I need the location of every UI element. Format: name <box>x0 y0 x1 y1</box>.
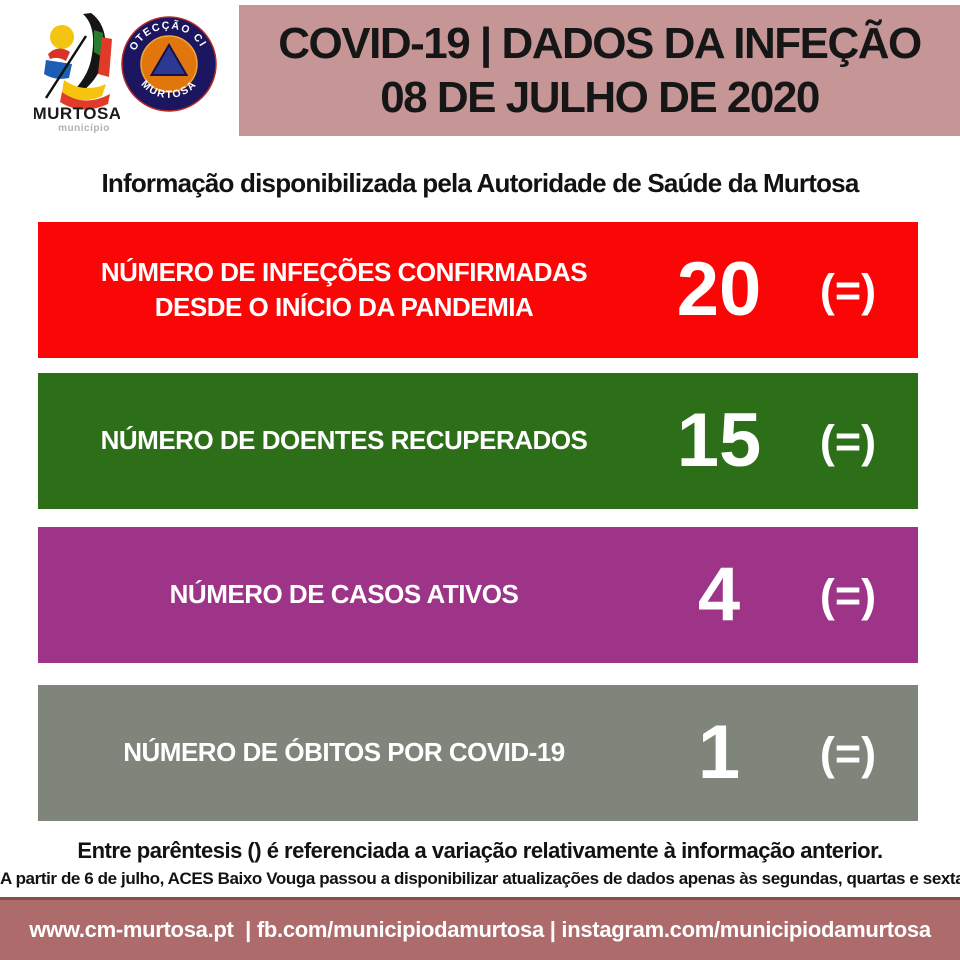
stat-value-area: 4 (=) <box>650 557 918 633</box>
stat-value: 1 <box>697 710 741 795</box>
header-band: COVID-19 | DADOS DA INFEÇÃO 08 DE JULHO … <box>239 5 960 136</box>
stat-variation-badge: (=) <box>819 415 877 467</box>
stat-label: NÚMERO DE DOENTES RECUPERADOS <box>100 425 588 456</box>
civil-protection-logo: PROTECÇÃO CIVIL MURTOSA <box>121 16 217 112</box>
stat-value: 4 <box>697 552 741 637</box>
stat-label: NÚMERO DE INFEÇÕES CONFIRMADAS DESDE O I… <box>38 255 650 325</box>
boat-prow-icon <box>48 48 70 61</box>
stat-label-line2: DESDE O INÍCIO DA PANDEMIA <box>154 292 534 322</box>
municipality-logo-name: MURTOSA <box>34 104 120 123</box>
stat-banner-confirmed-infections: NÚMERO DE INFEÇÕES CONFIRMADAS DESDE O I… <box>38 222 918 358</box>
footer-bar: www.cm-murtosa.pt | fb.com/municipiodamu… <box>0 897 960 960</box>
stat-value-area: 1 (=) <box>650 715 918 791</box>
red-hull-icon <box>60 92 110 110</box>
sun-icon <box>50 25 74 49</box>
variation-note: Entre parêntesis () é referenciada a var… <box>77 838 883 863</box>
boat-pole-icon <box>44 35 88 99</box>
stat-variation-badge: (=) <box>819 569 877 621</box>
stat-variation-badge: (=) <box>819 727 877 779</box>
boat-hull-icon <box>44 60 72 79</box>
stat-banner-deaths: NÚMERO DE ÓBITOS POR COVID-19 1 (=) <box>38 685 918 821</box>
stat-value-area: 15 (=) <box>650 403 918 479</box>
stat-banner-recovered: NÚMERO DE DOENTES RECUPERADOS 15 (=) <box>38 373 918 509</box>
footer-links: www.cm-murtosa.pt | fb.com/municipiodamu… <box>29 917 931 942</box>
stat-value: 20 <box>676 247 762 332</box>
stat-label: NÚMERO DE ÓBITOS POR COVID-19 <box>123 737 565 768</box>
stat-label-line1: NÚMERO DE INFEÇÕES CONFIRMADAS <box>100 256 588 287</box>
stat-value-area: 20 (=) <box>650 252 918 328</box>
stat-banner-active-cases: NÚMERO DE CASOS ATIVOS 4 (=) <box>38 527 918 663</box>
civil-defence-triangle-icon <box>149 43 189 76</box>
page-title-line2: 08 DE JULHO DE 2020 <box>380 72 820 122</box>
murtosa-municipality-logo: MURTOSA município <box>34 13 120 134</box>
red-stripe-icon <box>98 37 112 77</box>
update-schedule-note: A partir de 6 de julho, ACES Baixo Vouga… <box>0 869 960 888</box>
stat-variation-badge: (=) <box>819 264 877 316</box>
page-title-line1: COVID-19 | DADOS DA INFEÇÃO <box>278 18 922 68</box>
municipality-logo-subtitle: município <box>58 123 110 134</box>
stat-value: 15 <box>676 398 762 483</box>
source-subtitle: Informação disponibilizada pela Autorida… <box>101 168 859 198</box>
yellow-hull-icon <box>62 80 106 101</box>
stat-label: NÚMERO DE CASOS ATIVOS <box>169 579 519 610</box>
